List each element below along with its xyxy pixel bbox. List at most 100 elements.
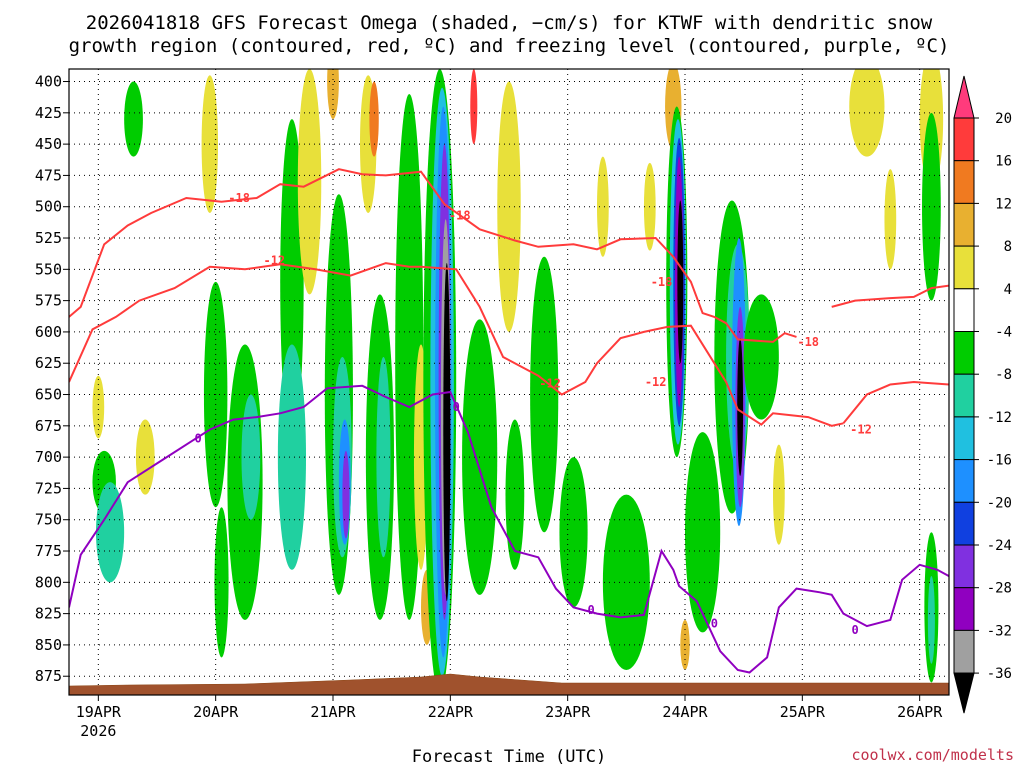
grid-lines [69,69,949,695]
omega-cell-37 [597,156,609,257]
isotherm-label--18-3: -18 [797,335,819,349]
omega-cell-58 [922,112,941,301]
colorbar-box-11 [953,587,975,631]
omega-cell-53 [743,294,779,420]
colorbar-label-5: -4 [995,325,1012,341]
colorbar-label-2: 12 [995,196,1012,212]
chart-title-line1: 2026041818 GFS Forecast Omega (shaded, −… [86,12,933,34]
x-tick-label-3: 22APR [428,703,474,721]
colorbar-label-1: 16 [995,154,1012,170]
colorbar-box-6 [953,373,975,418]
terrain-fill [68,673,950,696]
isotherm--12 [69,262,844,427]
isotherm-label--18-0: -18 [228,191,250,205]
x-tick-sublabel-0: 2026 [80,722,116,740]
y-axis-ticks: 400 425 450 475 500 525 550 575 600 625 650 675 700 7… [35,73,69,685]
colorbar-box-3 [953,245,975,290]
colorbar-label-9: -20 [987,495,1012,511]
omega-cell-11 [277,344,307,570]
colorbar: 20 16 12 8 4 -4 -8 -12 -16 -20 -24 -28 -32 -36 [953,75,1012,714]
x-tick-label-0: 19APR [76,703,122,721]
x-tick-label-1: 20APR [193,703,239,721]
y-tick-label-700: 700 [35,448,62,466]
omega-cell-21 [376,356,391,558]
y-tick-label-650: 650 [35,386,62,404]
omega-cell-3 [124,81,143,157]
x-tick-label-4: 23APR [545,703,591,721]
chart-title-line2: growth region (contoured, red, ºC) and f… [69,35,950,57]
omega-cell-31 [470,69,478,145]
colorbar-label-0: 20 [995,111,1012,127]
y-tick-label-725: 725 [35,479,62,497]
omega-cell-4 [135,419,155,495]
y-tick-label-550: 550 [35,260,62,278]
y-tick-label-875: 875 [35,667,62,685]
y-tick-label-400: 400 [35,73,62,91]
colorbar-box-9 [953,501,975,546]
omega-cell-7 [214,507,229,658]
isotherm-contours: -18 -18 -18 -18 -12 -12 -12 -12 0 0 0 0 0 [69,168,949,674]
colorbar-label-12: -32 [987,623,1012,639]
colorbar-box-2 [953,202,975,247]
isotherm--18b [831,284,949,308]
omega-cell-54 [773,444,785,545]
omega-cell-9 [241,394,261,520]
terrain [68,673,950,696]
isotherm-label--12-3: -12 [850,423,872,437]
y-tick-label-475: 475 [35,166,62,184]
colorbar-box-5 [953,331,975,375]
omega-cell-30 [443,263,451,602]
isotherm-label--18-2: -18 [651,275,673,289]
omega-cell-56 [884,169,897,270]
y-tick-label-575: 575 [35,292,62,310]
isotherm-label--12-2: -12 [645,375,667,389]
y-tick-label-750: 750 [35,511,62,529]
plot-frame [68,68,950,696]
omega-cell-17 [342,450,350,539]
isotherm--12b [842,380,949,424]
isotherm-label-0-3: 0 [711,617,718,631]
isotherm-label-0-0: 0 [194,431,201,445]
colorbar-box-8 [953,459,975,503]
omega-cell-34 [505,419,525,570]
colorbar-box-7 [953,416,975,461]
colorbar-box-4 [953,288,975,332]
colorbar-label-7: -12 [987,410,1012,426]
colorbar-box-10 [953,544,975,589]
isotherm-label-0-4: 0 [852,623,859,637]
omega-cell-2 [95,482,125,583]
omega-cell-0 [92,375,105,439]
x-tick-label-7: 26APR [897,703,943,721]
isotherm--18 [69,168,797,343]
omega-cell-36 [559,457,588,608]
y-tick-label-625: 625 [35,354,62,372]
isotherm-0 [69,384,949,674]
colorbar-bottom-arrow [953,672,975,714]
omega-cell-60 [927,576,935,664]
omega-cell-47 [685,432,721,633]
y-tick-label-525: 525 [35,229,62,247]
colorbar-box-12 [953,629,975,674]
isotherm-label-0-2: 0 [588,603,595,617]
x-tick-label-2: 21APR [310,703,356,721]
omega-shading [92,69,944,695]
y-tick-label-600: 600 [35,323,62,341]
y-tick-label-825: 825 [35,605,62,623]
y-tick-label-500: 500 [35,198,62,216]
credit-link[interactable]: coolwx.com/modelts [851,746,1014,764]
isotherm-label--18-1: -18 [449,208,471,222]
omega-cell-55 [849,69,885,157]
isotherm-label--12-0: -12 [263,254,285,268]
colorbar-label-11: -28 [987,581,1012,597]
colorbar-top-arrow [953,75,975,119]
colorbar-label-13: -36 [987,666,1012,682]
colorbar-label-6: -8 [995,367,1012,383]
isotherm-label--12-1: -12 [539,376,561,390]
omega-cell-12 [297,69,322,295]
omega-cell-38 [602,494,650,670]
colorbar-label-10: -24 [987,538,1012,554]
isotherm-label-0-1: 0 [453,400,460,414]
y-tick-label-450: 450 [35,135,62,153]
